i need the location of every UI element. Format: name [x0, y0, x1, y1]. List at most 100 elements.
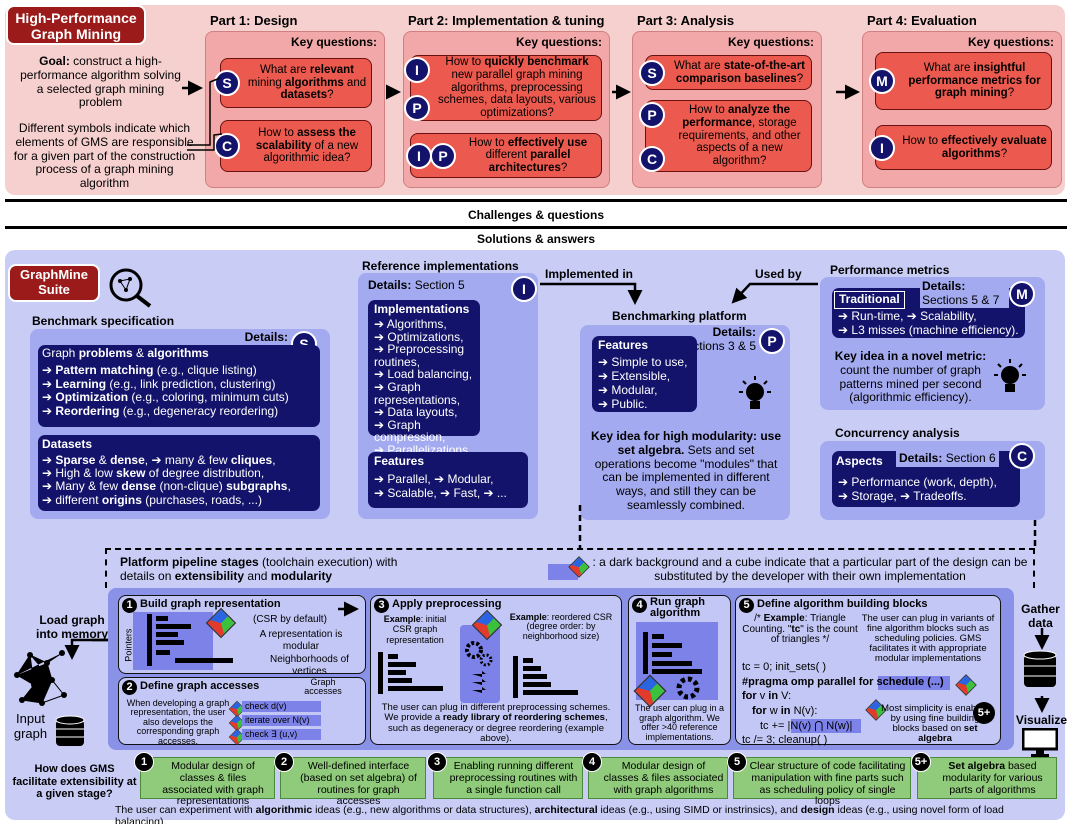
simplicity-note: Most simplicity is enabled by using fine… [880, 704, 990, 744]
badge: C [639, 146, 665, 172]
question-text: What are insightful performance metrics … [902, 62, 1047, 100]
text-run: ? [560, 161, 568, 174]
text-run: Details: [712, 325, 756, 339]
modular-label: A representation is modular [259, 629, 343, 652]
code-comment: /* Example: Triangle Counting. "tc" is t… [742, 613, 858, 646]
list-item: ➔ Storage, ➔ Tradeoffs. [838, 488, 967, 503]
neighborhood [652, 643, 682, 648]
note-number: 2 [274, 752, 294, 772]
concurrency-title: Concurrency analysis [835, 426, 960, 440]
access-row: check ∃ (u,v) [228, 728, 321, 746]
divider [5, 226, 1067, 229]
text-run: effectively use [507, 136, 588, 149]
stage-title: Define graph accesses [140, 680, 260, 692]
question-box: What are state-of-the-art comparison bas… [645, 55, 812, 90]
pipeline-heading: Platform pipeline stages (toolchain exec… [120, 555, 420, 584]
footer: The user can experiment with algorithmic… [115, 804, 1055, 824]
input-graph-icon [14, 650, 67, 706]
pointer-array [643, 632, 648, 674]
text-run: How to [445, 56, 485, 69]
text-run: v [756, 690, 769, 702]
extensibility-note: Well-defined interface (based on set alg… [280, 757, 426, 807]
text-run: construct a high-performance algorithm s… [20, 54, 181, 110]
key-questions: Key questions: [967, 35, 1054, 49]
text-run: skew [116, 466, 146, 481]
code-line: tc /= 3; cleanup( ) [742, 734, 944, 749]
access-list: check d(v) iterate over N(v) check ∃ (u,v) [228, 700, 321, 746]
list-item: ➔ L3 misses (machine efficiency). [838, 322, 1019, 337]
text-run: algorithmic [255, 804, 313, 816]
question-box: How to effectively evaluate algorithms? [875, 125, 1052, 170]
list-item: ➔ Public. [598, 397, 648, 411]
code-line: #pragma omp parallel for schedule (...) [742, 676, 944, 691]
neighborhood [156, 624, 191, 629]
input-label: Input graph [13, 711, 48, 741]
neighborhood [156, 640, 184, 645]
list-item: ➔ Parallel, ➔ Modular, [374, 472, 494, 486]
stage-title: Define algorithm building blocks [757, 598, 928, 610]
text-run: relevant [309, 64, 354, 77]
setop-bg [791, 719, 861, 733]
text-run: algorithms [284, 76, 344, 89]
neighborhood [388, 670, 406, 675]
text-run: : initial CSR graph representation [386, 614, 447, 645]
text-run: set algebra [918, 722, 978, 744]
text-run: insightful performance metrics for graph… [908, 62, 1041, 100]
question-text: How to analyze the performance, storage … [672, 104, 807, 167]
text-run: Most simplicity is enabled by using fine… [881, 703, 989, 734]
text-run: What are [923, 62, 974, 75]
neighborhood [175, 658, 233, 663]
details: Details: Section 6 [896, 451, 999, 467]
text-run: How to [258, 127, 298, 140]
text-run: ➔ High & low [42, 466, 117, 481]
badge: I [511, 276, 537, 302]
part-title: Part 3: Analysis [637, 13, 735, 28]
text-run: problems [78, 346, 133, 360]
stage-title: Apply preprocessing [392, 598, 502, 610]
gears-icon [465, 641, 493, 693]
text-run: design [800, 804, 835, 816]
aspects: Aspects [836, 454, 883, 468]
bulb-icon [739, 376, 771, 409]
text-run: count the number of graph patterns mined… [839, 362, 982, 405]
text-run: ➔ different [42, 492, 102, 507]
text-run: Enabling running different preprocessing… [449, 760, 578, 796]
list-item: ➔ Performance (work, depth), [838, 475, 997, 489]
neighborhood [652, 634, 664, 639]
text-run: dense [110, 453, 145, 467]
text-run: of degree distribution, [145, 466, 265, 481]
details: Details: Sections 3 & 5 [666, 325, 756, 354]
part-title: Part 1: Design [210, 13, 298, 28]
text-run: /* [754, 613, 764, 624]
datasets-title: Datasets [42, 437, 93, 451]
text-run: and [343, 76, 367, 89]
example-reordered: Example: reordered CSR (degree order: by… [505, 612, 617, 641]
list-item: ➔ Preprocessing routines, [374, 342, 465, 369]
extensibility-note: Modular design of classes & files associ… [588, 757, 728, 799]
text-run: modularity [270, 568, 333, 583]
text-run: Details: [899, 451, 943, 465]
text-run: Learning [55, 376, 107, 391]
text-run: (e.g., link prediction, clustering) [106, 376, 276, 391]
text-run: ➔ [42, 404, 56, 419]
challenges: Challenges & questions [467, 208, 605, 222]
list-item: ➔ Pattern matching (e.g., clique listing… [42, 363, 316, 378]
list-item: ➔ Modular, [598, 383, 658, 397]
text-run: tc = 0; init_sets( ) [742, 661, 827, 673]
bulb-icon [994, 359, 1026, 392]
extensibility-note: Modular design of classes & files associ… [140, 757, 275, 807]
text-run: state-of-the-art comparison baselines [675, 59, 805, 85]
platform-title: Benchmarking platform [612, 309, 747, 323]
list-item: ➔ Reordering (e.g., degeneracy reorderin… [42, 404, 316, 419]
text-run: quickly benchmark [484, 56, 589, 69]
stage-title: Run graph algorithm [650, 596, 705, 619]
text-run: Example [509, 612, 547, 622]
text-run: Key idea in a novel metric: [834, 349, 987, 363]
text-run: datasets [280, 89, 328, 102]
badge: I [406, 142, 432, 169]
datasets-box: Datasets ➔ Sparse & dense, ➔ many & few … [38, 435, 320, 511]
accesses-label: Graph accesses [304, 677, 342, 697]
text-run: ? [796, 72, 804, 85]
text-run: Section 6 [942, 451, 996, 465]
text-run: Graph [42, 346, 79, 360]
